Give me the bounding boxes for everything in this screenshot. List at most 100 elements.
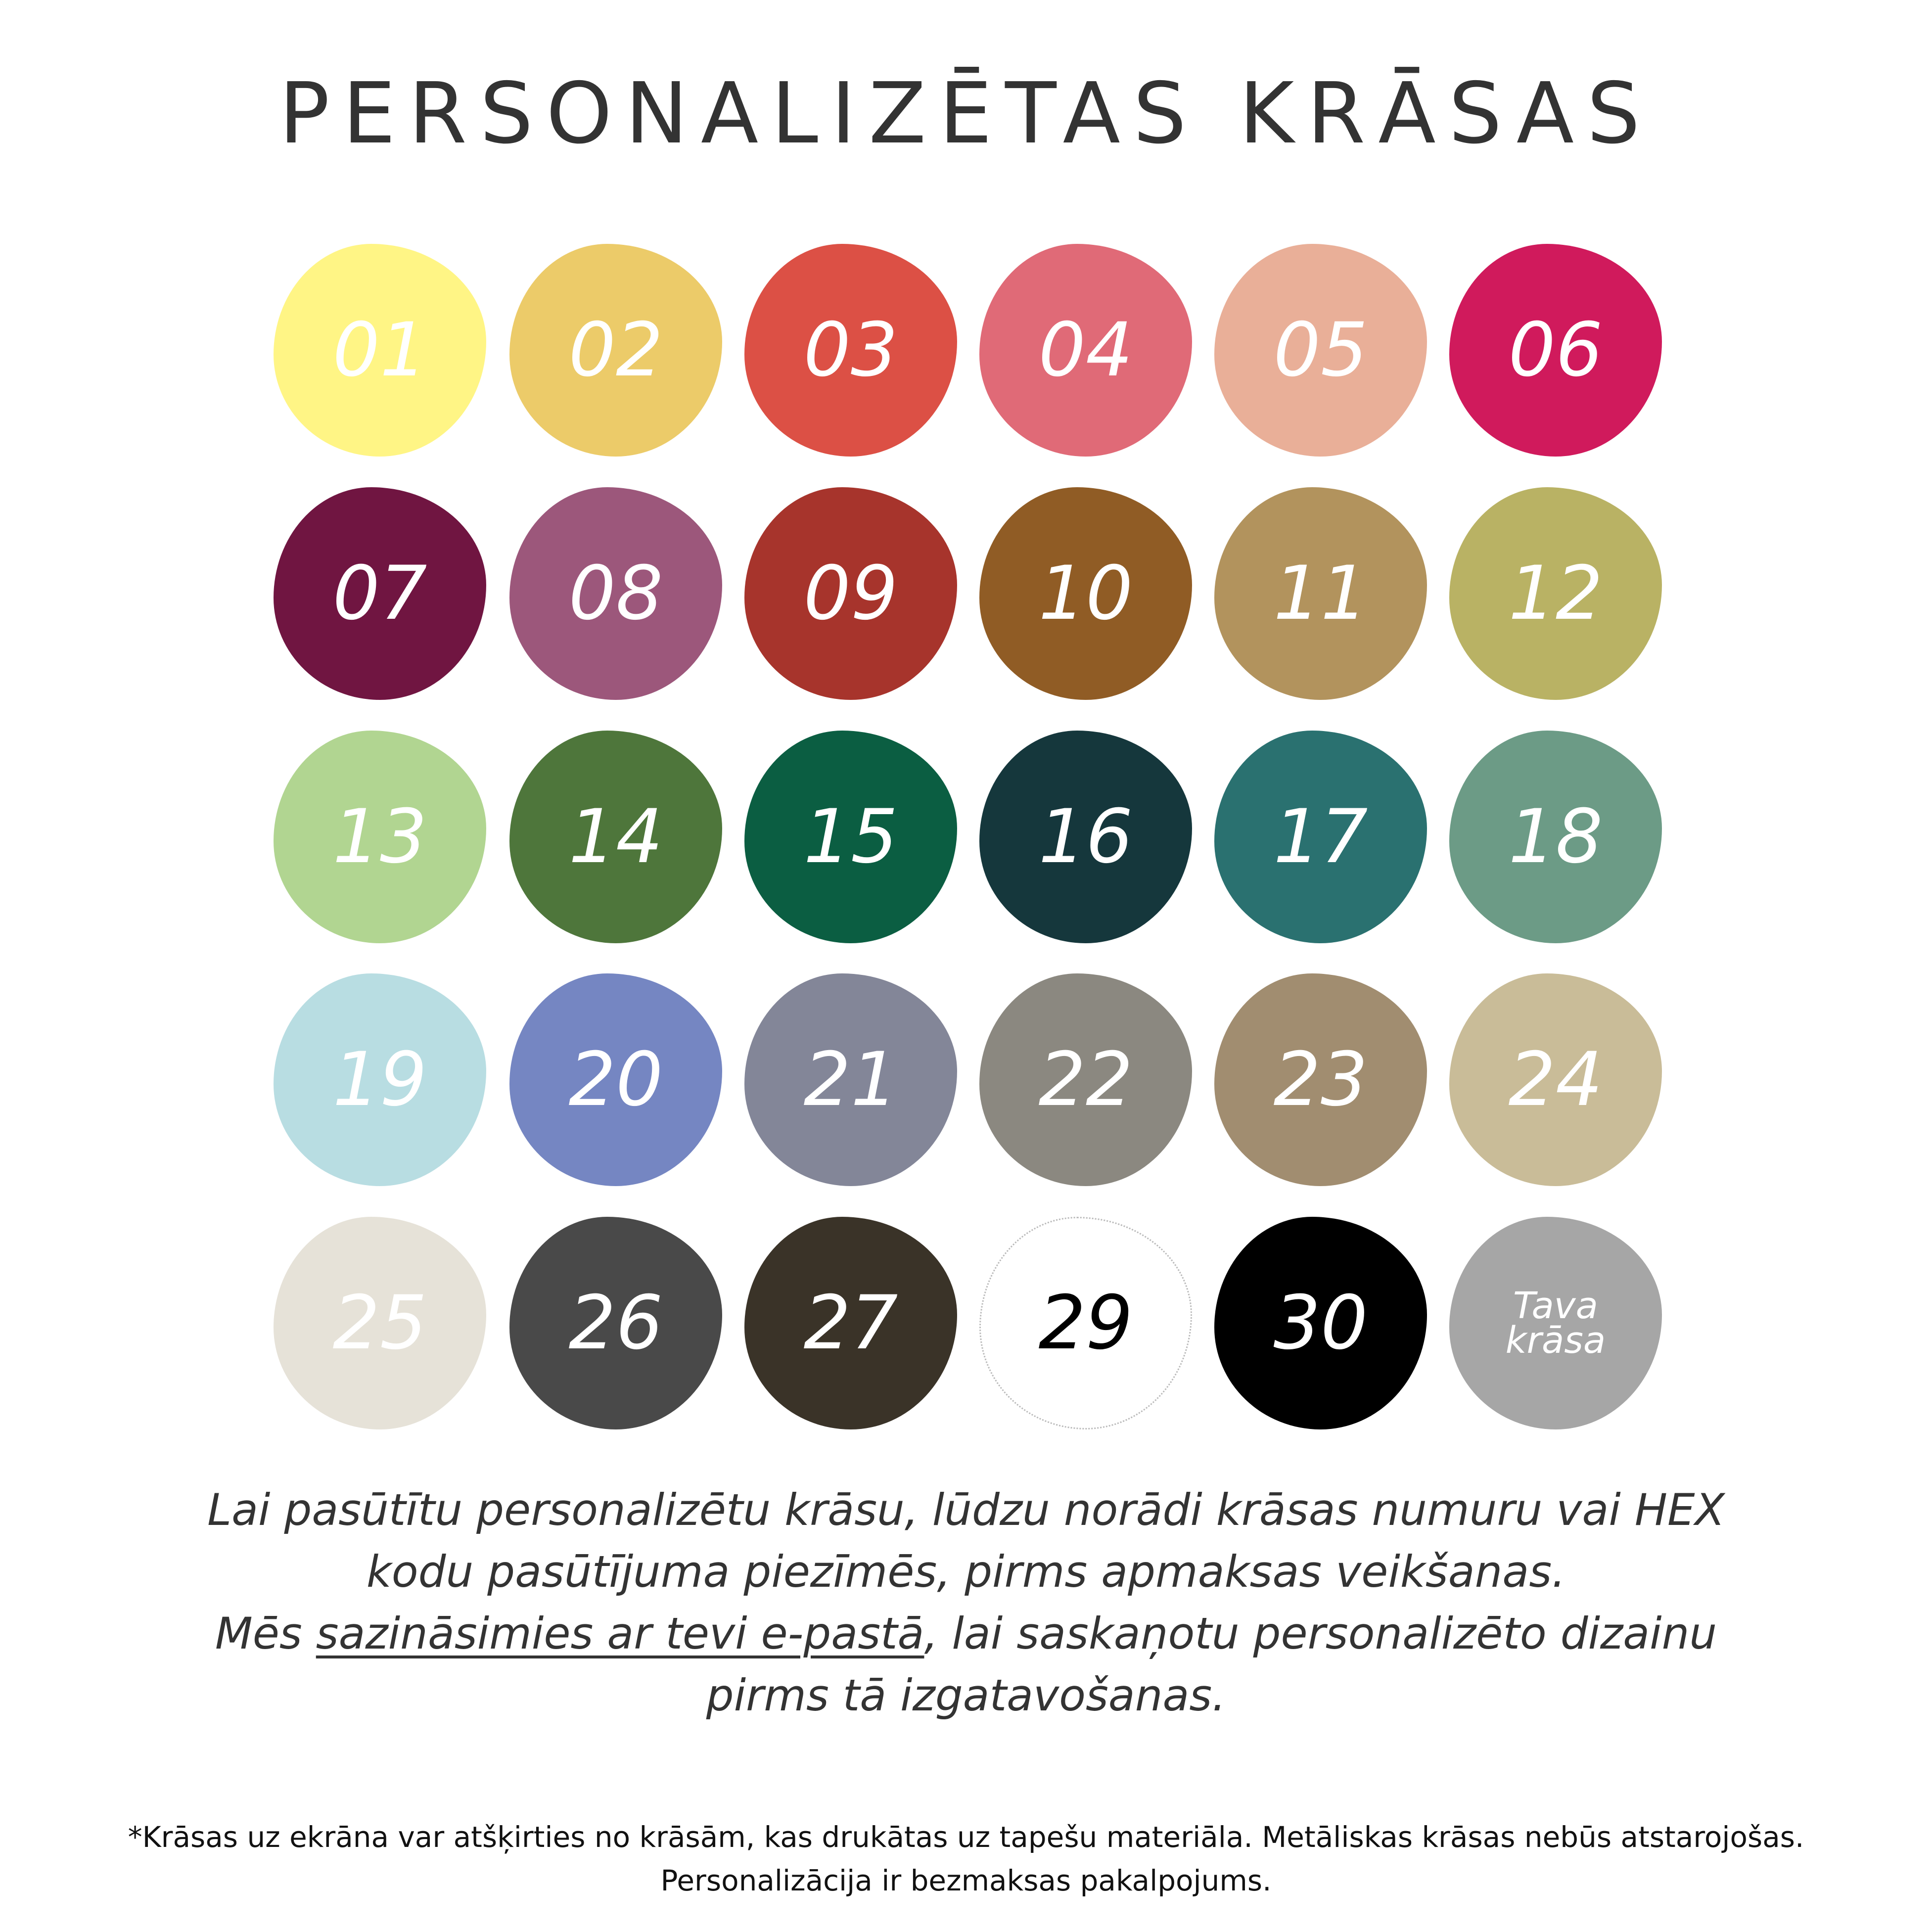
- color-swatch[interactable]: 25: [274, 1217, 486, 1429]
- color-swatch[interactable]: 22: [979, 973, 1192, 1186]
- swatch-label: 23: [1273, 1037, 1368, 1123]
- paint-blob: [744, 487, 957, 700]
- color-swatch[interactable]: 01: [274, 244, 486, 457]
- instructions-line-3: Mēs sazināsimies ar tevi e-pastā, lai sa…: [0, 1603, 1932, 1664]
- color-swatch[interactable]: 30: [1214, 1217, 1427, 1429]
- paint-blob: [509, 973, 722, 1186]
- email-contact-link[interactable]: sazināsimies ar tevi e-pastā: [316, 1608, 924, 1659]
- color-swatch[interactable]: Tava krāsa: [1449, 1217, 1662, 1429]
- footnote: *Krāsas uz ekrāna var atšķirties no krās…: [0, 1815, 1932, 1902]
- swatch-label: 13: [332, 794, 427, 880]
- color-swatch[interactable]: 06: [1449, 244, 1662, 457]
- instructions-line-4: pirms tā izgatavošanas.: [706, 1670, 1226, 1721]
- color-swatch[interactable]: 17: [1214, 731, 1427, 943]
- paint-blob: [979, 487, 1192, 700]
- swatch-label: 24: [1508, 1037, 1603, 1123]
- paint-blob: [744, 731, 957, 943]
- instructions-text: , lai saskaņotu personalizēto dizainu: [924, 1608, 1717, 1659]
- swatch-label: 19: [332, 1037, 427, 1123]
- color-swatch[interactable]: 13: [274, 731, 486, 943]
- swatch-label: 21: [803, 1037, 898, 1123]
- swatch-label: 07: [332, 551, 427, 637]
- paint-blob: [1214, 1217, 1427, 1429]
- color-swatch[interactable]: 09: [744, 487, 957, 700]
- swatch-label: 20: [568, 1037, 663, 1123]
- swatch-label: 01: [332, 307, 427, 393]
- paint-blob: [1214, 244, 1427, 457]
- color-swatch[interactable]: 27: [744, 1217, 957, 1429]
- swatch-label: 11: [1273, 551, 1368, 637]
- swatch-label: 26: [568, 1280, 663, 1366]
- paint-blob: [744, 973, 957, 1186]
- swatch-label: 06: [1508, 307, 1603, 393]
- color-swatch[interactable]: 08: [509, 487, 722, 700]
- swatch-label: 04: [1038, 307, 1133, 393]
- swatch-label: 02: [568, 307, 663, 393]
- color-swatch[interactable]: 18: [1449, 731, 1662, 943]
- paint-blob: [274, 731, 486, 943]
- swatch-label: 17: [1273, 794, 1368, 880]
- swatch-label: 08: [568, 551, 663, 637]
- color-swatch[interactable]: 21: [744, 973, 957, 1186]
- paint-blob: [1449, 731, 1662, 943]
- paint-blob: [979, 973, 1192, 1186]
- instructions: Lai pasūtītu personalizētu krāsu, lūdzu …: [0, 1479, 1932, 1726]
- footnote-line-1: *Krāsas uz ekrāna var atšķirties no krās…: [128, 1820, 1804, 1854]
- color-swatch[interactable]: 04: [979, 244, 1192, 457]
- swatch-label: 03: [803, 307, 898, 393]
- color-swatch[interactable]: 23: [1214, 973, 1427, 1186]
- paint-blob: [509, 731, 722, 943]
- paint-blob: [744, 1217, 957, 1429]
- swatch-label: 30: [1273, 1280, 1368, 1366]
- swatch-label: 29: [1038, 1280, 1133, 1366]
- paint-blob: [979, 1217, 1192, 1429]
- color-swatch[interactable]: 11: [1214, 487, 1427, 700]
- paint-blob: [274, 973, 486, 1186]
- swatch-label: Tava krāsa: [1505, 1284, 1606, 1362]
- paint-blob: [1214, 973, 1427, 1186]
- swatch-label: 12: [1508, 551, 1603, 637]
- color-swatch[interactable]: 15: [744, 731, 957, 943]
- paint-blob: [274, 1217, 486, 1429]
- paint-blob: [1449, 487, 1662, 700]
- color-swatch[interactable]: 16: [979, 731, 1192, 943]
- color-swatch[interactable]: 19: [274, 973, 486, 1186]
- paint-blob: [1449, 244, 1662, 457]
- paint-blob: [509, 1217, 722, 1429]
- color-swatch[interactable]: 07: [274, 487, 486, 700]
- paint-blob: [509, 487, 722, 700]
- paint-blob: [274, 244, 486, 457]
- color-swatch[interactable]: 10: [979, 487, 1192, 700]
- instructions-line-2: kodu pasūtījuma piezīmēs, pirms apmaksas…: [366, 1546, 1566, 1597]
- paint-blob: [979, 244, 1192, 457]
- color-swatch[interactable]: 03: [744, 244, 957, 457]
- swatch-label: 25: [332, 1280, 427, 1366]
- paint-blob: [1449, 973, 1662, 1186]
- instructions-text: Mēs: [215, 1608, 316, 1659]
- swatch-label: 14: [568, 794, 663, 880]
- instructions-line-1: Lai pasūtītu personalizētu krāsu, lūdzu …: [207, 1484, 1725, 1535]
- paint-blob: [509, 244, 722, 457]
- swatch-label: 18: [1508, 794, 1603, 880]
- color-swatch[interactable]: 26: [509, 1217, 722, 1429]
- color-swatch[interactable]: 05: [1214, 244, 1427, 457]
- color-swatch[interactable]: 24: [1449, 973, 1662, 1186]
- swatch-label: 16: [1038, 794, 1133, 880]
- paint-blob: [1214, 731, 1427, 943]
- swatch-label: 10: [1038, 551, 1133, 637]
- paint-blob: [744, 244, 957, 457]
- swatch-label: 27: [803, 1280, 898, 1366]
- paint-blob: [979, 731, 1192, 943]
- color-swatch[interactable]: 12: [1449, 487, 1662, 700]
- swatch-label: 22: [1038, 1037, 1133, 1123]
- color-swatch[interactable]: 20: [509, 973, 722, 1186]
- paint-blob: [1449, 1217, 1662, 1429]
- paint-blob: [1214, 487, 1427, 700]
- page-title: PERSONALIZĒTAS KRĀSAS: [279, 65, 1653, 163]
- footnote-line-2: Personalizācija ir bezmaksas pakalpojums…: [660, 1864, 1272, 1897]
- color-swatch[interactable]: 14: [509, 731, 722, 943]
- paint-blob: [274, 487, 486, 700]
- color-swatch[interactable]: 02: [509, 244, 722, 457]
- color-swatch[interactable]: 29: [979, 1217, 1192, 1429]
- swatch-label: 09: [803, 551, 898, 637]
